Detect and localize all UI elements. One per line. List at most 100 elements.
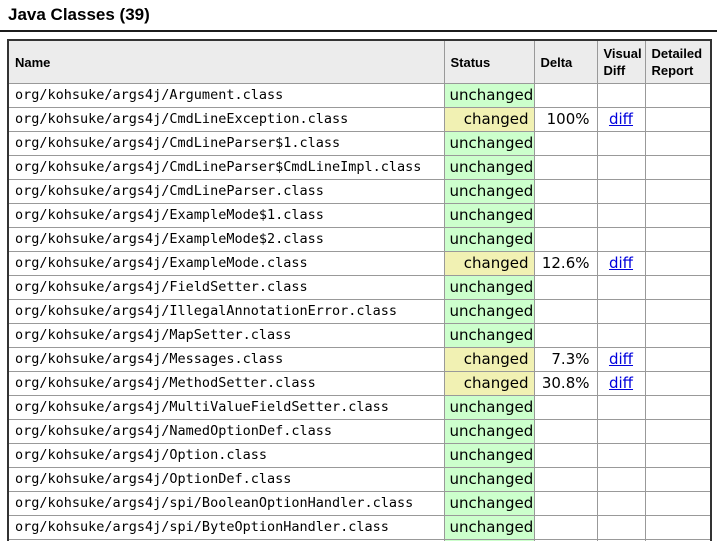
status-cell: unchanged <box>443 131 535 156</box>
status-cell: changed <box>443 371 535 396</box>
detailed-report-cell <box>644 179 712 204</box>
visual-diff-cell <box>596 395 646 420</box>
visual-diff-link[interactable]: diff <box>608 374 634 392</box>
visual-diff-cell <box>596 203 646 228</box>
class-name-cell: org/kohsuke/args4j/CmdLineParser$1.class <box>7 131 445 156</box>
visual-diff-cell <box>596 443 646 468</box>
delta-cell: 30.8% <box>533 371 598 396</box>
class-name-cell: org/kohsuke/args4j/MethodSetter.class <box>7 371 445 396</box>
detailed-report-cell <box>644 419 712 444</box>
visual-diff-cell: diff <box>596 251 646 276</box>
status-cell: unchanged <box>443 83 535 108</box>
delta-cell <box>533 323 598 348</box>
table-body: org/kohsuke/args4j/Argument.class unchan… <box>7 83 712 541</box>
visual-diff-cell: diff <box>596 371 646 396</box>
status-cell: unchanged <box>443 515 535 540</box>
visual-diff-cell <box>596 323 646 348</box>
class-name-cell: org/kohsuke/args4j/MapSetter.class <box>7 323 445 348</box>
status-cell: unchanged <box>443 179 535 204</box>
status-cell: unchanged <box>443 275 535 300</box>
detailed-report-cell <box>644 347 712 372</box>
status-cell: unchanged <box>443 203 535 228</box>
delta-cell <box>533 299 598 324</box>
status-cell: changed <box>443 107 535 132</box>
table-row: org/kohsuke/args4j/IllegalAnnotationErro… <box>7 299 712 324</box>
class-name-cell: org/kohsuke/args4j/Messages.class <box>7 347 445 372</box>
table-row: org/kohsuke/args4j/OptionDef.class uncha… <box>7 467 712 492</box>
class-name-cell: org/kohsuke/args4j/ExampleMode$1.class <box>7 203 445 228</box>
table-row: org/kohsuke/args4j/MapSetter.class uncha… <box>7 323 712 348</box>
class-name-cell: org/kohsuke/args4j/FieldSetter.class <box>7 275 445 300</box>
delta-cell: 12.6% <box>533 251 598 276</box>
delta-cell <box>533 515 598 540</box>
table-row: org/kohsuke/args4j/spi/BooleanOptionHand… <box>7 491 712 516</box>
detailed-report-cell <box>644 107 712 132</box>
delta-cell: 7.3% <box>533 347 598 372</box>
delta-cell <box>533 395 598 420</box>
delta-cell <box>533 227 598 252</box>
column-header-visual-diff: Visual Diff <box>596 39 646 84</box>
detailed-report-cell <box>644 275 712 300</box>
class-name-cell: org/kohsuke/args4j/NamedOptionDef.class <box>7 419 445 444</box>
table-row: org/kohsuke/args4j/CmdLineParser$CmdLine… <box>7 155 712 180</box>
visual-diff-link[interactable]: diff <box>608 110 634 128</box>
column-header-delta: Delta <box>533 39 598 84</box>
detailed-report-cell <box>644 227 712 252</box>
class-name-cell: org/kohsuke/args4j/IllegalAnnotationErro… <box>7 299 445 324</box>
table-row: unchanged <box>7 539 712 541</box>
detailed-report-cell <box>644 395 712 420</box>
table-row: org/kohsuke/args4j/CmdLineParser$1.class… <box>7 131 712 156</box>
detailed-report-cell <box>644 539 712 541</box>
visual-diff-cell <box>596 155 646 180</box>
table-row: org/kohsuke/args4j/Argument.class unchan… <box>7 83 712 108</box>
detailed-report-cell <box>644 323 712 348</box>
class-name-cell: org/kohsuke/args4j/Argument.class <box>7 83 445 108</box>
visual-diff-cell <box>596 179 646 204</box>
table-row: org/kohsuke/args4j/spi/ByteOptionHandler… <box>7 515 712 540</box>
visual-diff-cell: diff <box>596 107 646 132</box>
status-cell: unchanged <box>443 491 535 516</box>
detailed-report-cell <box>644 155 712 180</box>
detailed-report-cell <box>644 443 712 468</box>
detailed-report-cell <box>644 251 712 276</box>
class-name-cell: org/kohsuke/args4j/ExampleMode.class <box>7 251 445 276</box>
status-cell: unchanged <box>443 227 535 252</box>
table-row: org/kohsuke/args4j/ExampleMode$1.class u… <box>7 203 712 228</box>
page-title: Java Classes (39) <box>8 5 150 24</box>
class-name-cell: org/kohsuke/args4j/CmdLineParser$CmdLine… <box>7 155 445 180</box>
status-cell: changed <box>443 347 535 372</box>
status-cell: unchanged <box>443 443 535 468</box>
visual-diff-cell <box>596 419 646 444</box>
detailed-report-cell <box>644 467 712 492</box>
visual-diff-link[interactable]: diff <box>608 254 634 272</box>
class-name-cell: org/kohsuke/args4j/spi/ByteOptionHandler… <box>7 515 445 540</box>
visual-diff-cell <box>596 515 646 540</box>
class-name-cell: org/kohsuke/args4j/CmdLineException.clas… <box>7 107 445 132</box>
visual-diff-cell <box>596 467 646 492</box>
delta-cell <box>533 419 598 444</box>
visual-diff-cell <box>596 491 646 516</box>
status-cell: unchanged <box>443 467 535 492</box>
table-row: org/kohsuke/args4j/CmdLineParser.class u… <box>7 179 712 204</box>
delta-cell <box>533 443 598 468</box>
status-cell: changed <box>443 251 535 276</box>
delta-cell <box>533 155 598 180</box>
delta-cell <box>533 275 598 300</box>
delta-cell <box>533 131 598 156</box>
header-row: Name Status Delta Visual Diff Detailed R… <box>7 39 712 84</box>
visual-diff-link[interactable]: diff <box>608 350 634 368</box>
java-classes-table: Name Status Delta Visual Diff Detailed R… <box>7 39 712 541</box>
table-row: org/kohsuke/args4j/ExampleMode$2.class u… <box>7 227 712 252</box>
delta-cell <box>533 203 598 228</box>
delta-cell <box>533 491 598 516</box>
status-cell: unchanged <box>443 323 535 348</box>
table-row: org/kohsuke/args4j/ExampleMode.class cha… <box>7 251 712 276</box>
visual-diff-cell <box>596 275 646 300</box>
delta-cell <box>533 467 598 492</box>
table-row: org/kohsuke/args4j/Messages.class change… <box>7 347 712 372</box>
detailed-report-cell <box>644 131 712 156</box>
class-name-cell: org/kohsuke/args4j/spi/BooleanOptionHand… <box>7 491 445 516</box>
visual-diff-cell <box>596 131 646 156</box>
table-row: org/kohsuke/args4j/MethodSetter.class ch… <box>7 371 712 396</box>
visual-diff-cell: diff <box>596 347 646 372</box>
